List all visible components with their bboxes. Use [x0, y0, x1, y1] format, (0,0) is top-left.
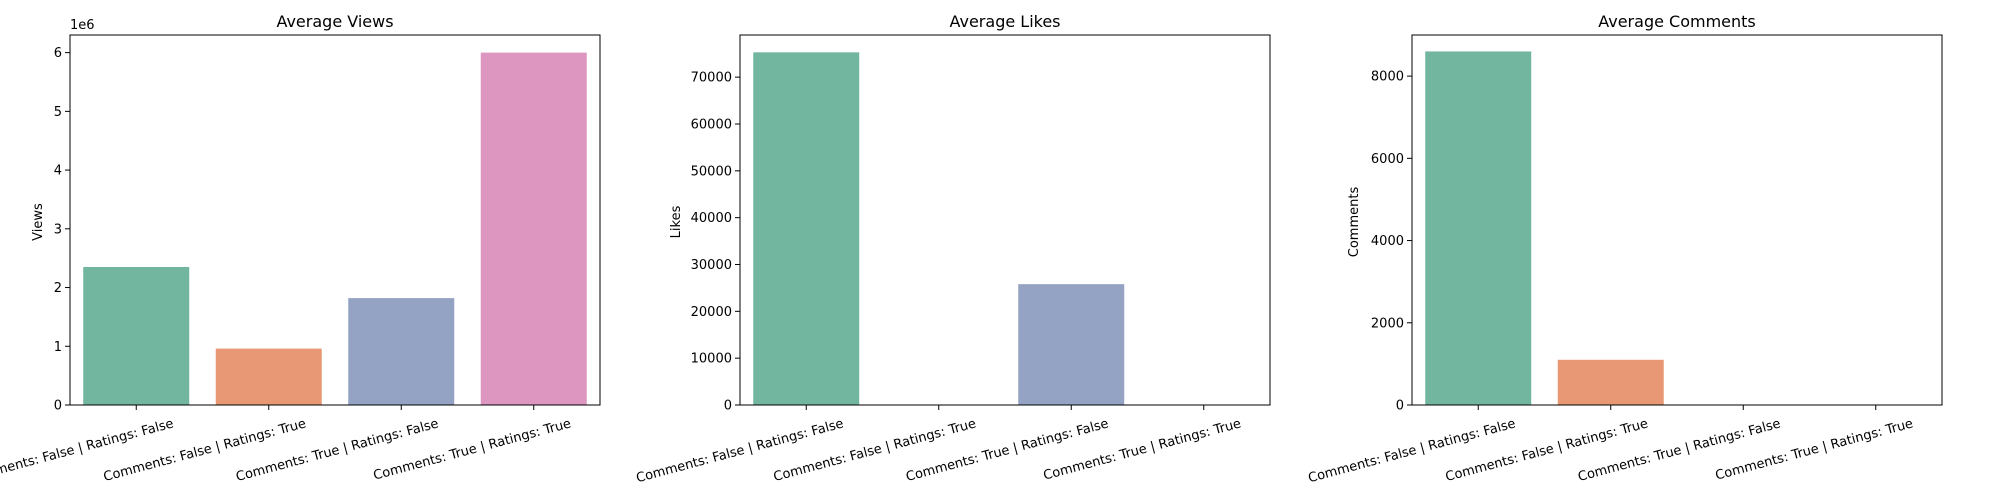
views-y-tick-label: 4 — [54, 164, 62, 179]
comments-y-axis-label: Comments — [1347, 187, 1362, 258]
comments-title: Average Comments — [1598, 12, 1756, 31]
views-y-tick-label: 0 — [54, 399, 62, 414]
views-bar-true-false — [348, 298, 455, 405]
likes-y-tick-label: 60000 — [691, 117, 732, 132]
views-y-ticks: 0 1 2 3 4 5 6 — [54, 46, 70, 414]
comments-bar-false-true — [1557, 359, 1664, 405]
likes-x-tick-label: Comments: False | Ratings: False — [635, 416, 846, 486]
likes-y-tick-label: 50000 — [691, 164, 732, 179]
comments-y-tick-label: 4000 — [1371, 234, 1404, 249]
views-x-ticks: Comments: False | Ratings: FalseComments… — [0, 405, 573, 486]
likes-bar-false-false — [753, 52, 860, 406]
comments-y-tick-label: 2000 — [1371, 316, 1404, 331]
comments-y-tick-label: 8000 — [1371, 70, 1404, 85]
views-y-tick-label: 5 — [54, 105, 62, 120]
likes-y-tick-label: 20000 — [691, 305, 732, 320]
likes-x-ticks: Comments: False | Ratings: FalseComments… — [635, 405, 1243, 486]
comments-panel: Average Comments Comments 0 2000 4000 6000 8… — [1307, 12, 1943, 486]
views-bar-false-false — [83, 266, 190, 405]
likes-axes-frame — [739, 34, 1271, 406]
views-axes-frame — [69, 34, 601, 406]
likes-y-axis-label: Likes — [669, 205, 684, 238]
views-title: Average Views — [276, 12, 393, 31]
likes-panel: Average Likes Likes 0 10000 20000 30000 4000… — [635, 12, 1271, 486]
views-y-tick-label: 2 — [54, 281, 62, 296]
views-y-tick-label: 1 — [54, 340, 62, 355]
comments-y-tick-label: 0 — [1396, 399, 1404, 414]
views-bar-true-true — [480, 52, 587, 405]
views-offset-label: 1e6 — [70, 18, 95, 33]
comments-x-ticks: Comments: False | Ratings: FalseComments… — [1307, 405, 1915, 486]
views-panel: Average Views 1e6 Views 0 1 2 3 4 5 6 Comments… — [0, 12, 601, 486]
comments-y-ticks: 0 2000 4000 6000 8000 — [1371, 70, 1412, 414]
comments-y-tick-label: 6000 — [1371, 152, 1404, 167]
comments-x-tick-label: Comments: False | Ratings: False — [1307, 416, 1518, 486]
likes-bar-true-false — [1018, 284, 1125, 405]
likes-y-tick-label: 70000 — [691, 71, 732, 86]
comments-bar-false-false — [1425, 51, 1532, 405]
comments-bars — [1425, 51, 1664, 405]
likes-y-tick-label: 30000 — [691, 258, 732, 273]
comments-axes-frame — [1411, 34, 1943, 406]
likes-title: Average Likes — [949, 12, 1060, 31]
likes-y-ticks: 0 10000 20000 30000 40000 50000 60000 70000 — [691, 71, 740, 414]
likes-bars — [753, 52, 1125, 406]
views-y-axis-label: Views — [31, 203, 46, 241]
views-x-tick-label: Comments: False | Ratings: False — [0, 416, 175, 486]
likes-y-tick-label: 40000 — [691, 211, 732, 226]
views-y-tick-label: 3 — [54, 222, 62, 237]
views-bar-false-true — [215, 348, 322, 405]
views-bars — [83, 52, 587, 405]
views-y-tick-label: 6 — [54, 46, 62, 61]
likes-y-tick-label: 0 — [724, 399, 732, 414]
likes-y-tick-label: 10000 — [691, 352, 732, 367]
